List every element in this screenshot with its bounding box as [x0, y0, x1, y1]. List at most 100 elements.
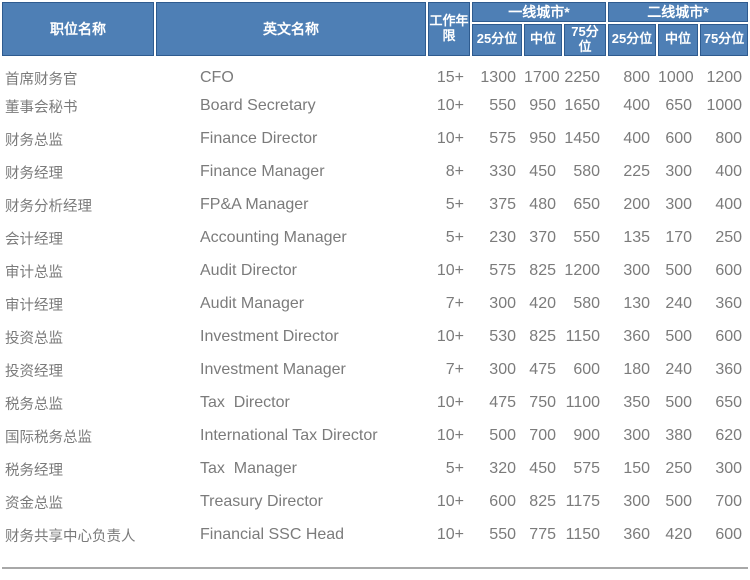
- tier1-median: 825: [529, 493, 556, 511]
- work-years: 15+: [436, 69, 464, 87]
- tier1-median: 825: [529, 262, 556, 280]
- tier1-p75: 650: [573, 196, 601, 214]
- table-row: 国际税务总监 International Tax Director 10+ 500 70…: [2, 421, 748, 452]
- tier1-median: 950: [529, 97, 556, 115]
- job-title-en: Treasury Director: [200, 493, 323, 511]
- tier2-p25: 400: [623, 97, 651, 115]
- tier2-p25: 180: [623, 361, 651, 379]
- tier1-p75: 580: [573, 163, 601, 181]
- tier2-p75: 360: [715, 361, 743, 379]
- job-title-en: Investment Director: [200, 328, 339, 346]
- job-title-en: Tax Manager: [200, 460, 297, 478]
- col-header-tier1-median: 中位: [524, 24, 562, 56]
- job-title-en: Audit Manager: [200, 295, 305, 313]
- col-header-tier1-p75: 75分位: [564, 24, 607, 56]
- job-title-cn: 财务共享中心负责人: [5, 528, 136, 545]
- tier1-p25: 320: [489, 460, 516, 478]
- tier2-p75: 300: [715, 460, 743, 478]
- job-title-en: Tax Director: [200, 394, 290, 412]
- tier2-median: 500: [665, 262, 693, 280]
- table-row: 资金总监 Treasury Director 10+ 600 825 1175 300 500…: [2, 487, 748, 518]
- tier2-p75: 400: [715, 163, 743, 181]
- work-years: 10+: [436, 526, 464, 544]
- col-header-tier2-median: 中位: [658, 24, 699, 56]
- table-row: 税务经理 Tax Manager 5+ 320 450 575 150 250 300: [2, 454, 748, 485]
- tier2-p25: 800: [623, 69, 651, 87]
- tier1-p75: 1175: [565, 493, 601, 511]
- col-header-job-title-cn: 职位名称: [2, 2, 154, 56]
- work-years: 10+: [436, 97, 464, 115]
- job-title-cn: 审计经理: [5, 297, 63, 314]
- table-row: 董事会秘书 Board Secretary 10+ 550 950 1650 400 650 1…: [2, 91, 748, 122]
- job-title-en: FP&A Manager: [200, 196, 309, 214]
- tier1-p25: 300: [489, 361, 516, 379]
- tier2-median: 600: [665, 130, 693, 148]
- job-title-cn: 资金总监: [5, 495, 63, 512]
- tier2-p25: 130: [623, 295, 651, 313]
- tier1-median: 950: [529, 130, 556, 148]
- tier2-p75: 360: [715, 295, 743, 313]
- job-title-cn: 国际税务总监: [5, 429, 92, 446]
- job-title-en: International Tax Director: [200, 427, 378, 445]
- job-title-cn: 投资总监: [5, 330, 63, 347]
- work-years: 10+: [436, 328, 464, 346]
- tier2-p25: 150: [623, 460, 651, 478]
- tier2-p75: 600: [715, 526, 743, 544]
- job-title-en: Finance Manager: [200, 163, 325, 181]
- job-title-cn: 投资经理: [5, 363, 63, 380]
- tier1-median: 480: [529, 196, 556, 214]
- table-row: 投资经理 Investment Manager 7+ 300 475 600 180 240 3…: [2, 355, 748, 386]
- tier2-p75: 1200: [706, 69, 743, 87]
- job-title-cn: 财务总监: [5, 132, 63, 149]
- tier2-p75: 600: [715, 328, 743, 346]
- work-years: 10+: [436, 427, 464, 445]
- tier1-median: 775: [529, 526, 556, 544]
- tier1-median: 700: [529, 427, 556, 445]
- job-title-en: Finance Director: [200, 130, 318, 148]
- job-title-en: CFO: [200, 69, 234, 87]
- tier1-p25: 530: [489, 328, 516, 346]
- tier1-p75: 1150: [565, 328, 601, 346]
- tier2-p75: 800: [715, 130, 743, 148]
- work-years: 5+: [445, 460, 464, 478]
- tier1-p25: 375: [489, 196, 516, 214]
- tier1-median: 370: [529, 229, 556, 247]
- table-row: 审计经理 Audit Manager 7+ 300 420 580 130 240 360: [2, 289, 748, 320]
- tier2-p25: 360: [623, 526, 651, 544]
- job-title-en: Audit Director: [200, 262, 297, 280]
- tier1-p75: 900: [573, 427, 601, 445]
- job-title-en: Financial SSC Head: [200, 526, 345, 544]
- job-title-cn: 税务经理: [5, 462, 63, 479]
- work-years: 10+: [436, 394, 464, 412]
- col-header-tier1-p25: 25分位: [472, 24, 522, 56]
- table-row: 审计总监 Audit Director 10+ 575 825 1200 300 500 600: [2, 256, 748, 287]
- tier1-p25: 575: [489, 130, 516, 148]
- tier1-p75: 575: [573, 460, 601, 478]
- tier2-median: 500: [665, 493, 693, 511]
- tier1-p75: 550: [573, 229, 601, 247]
- tier1-p25: 300: [489, 295, 516, 313]
- tier2-median: 170: [665, 229, 693, 247]
- job-title-cn: 会计经理: [5, 231, 63, 248]
- col-header-job-title-en: 英文名称: [156, 2, 426, 56]
- tier2-p75: 650: [715, 394, 743, 412]
- tier2-median: 250: [665, 460, 693, 478]
- work-years: 8+: [445, 163, 464, 181]
- table-row: 财务经理 Finance Manager 8+ 330 450 580 225 300 400: [2, 157, 748, 188]
- tier1-p75: 1450: [564, 130, 601, 148]
- tier1-p25: 1300: [480, 69, 516, 87]
- tier2-p25: 300: [623, 427, 651, 445]
- work-years: 5+: [445, 196, 464, 214]
- col-group-tier1-cities: 一线城市*: [472, 2, 607, 22]
- tier2-median: 500: [665, 394, 693, 412]
- job-title-en: Investment Manager: [200, 361, 346, 379]
- tier2-p75: 1000: [706, 97, 743, 115]
- tier2-p25: 200: [623, 196, 651, 214]
- col-header-work-years: 工作年限: [428, 2, 470, 56]
- job-title-cn: 首席财务官: [5, 71, 78, 88]
- col-group-tier2-cities: 二线城市*: [608, 2, 749, 22]
- tier2-p25: 300: [623, 262, 651, 280]
- job-title-cn: 财务分析经理: [5, 198, 92, 215]
- tier2-p25: 360: [623, 328, 651, 346]
- tier2-p75: 400: [715, 196, 743, 214]
